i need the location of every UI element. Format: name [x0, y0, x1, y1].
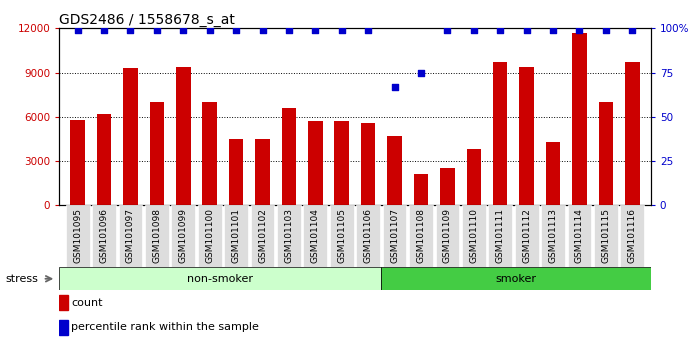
Bar [92, 205, 116, 267]
Bar [330, 205, 354, 267]
Text: GSM101104: GSM101104 [311, 209, 320, 263]
Bar [224, 205, 248, 267]
Bar [176, 67, 191, 205]
Bar [493, 62, 507, 205]
Bar [436, 205, 459, 267]
Point [336, 27, 347, 33]
Text: GSM101102: GSM101102 [258, 209, 267, 263]
Bar [620, 205, 644, 267]
Point [125, 27, 136, 33]
Bar [251, 205, 274, 267]
Bar [118, 205, 143, 267]
Text: GSM101107: GSM101107 [390, 209, 399, 263]
Bar [123, 68, 138, 205]
Bar [541, 205, 565, 267]
Bar [440, 169, 454, 205]
Bar [59, 295, 68, 310]
Point [72, 27, 84, 33]
Bar [413, 175, 428, 205]
Bar [466, 149, 481, 205]
Bar [59, 267, 381, 290]
Bar [229, 139, 244, 205]
Point [230, 27, 242, 33]
Bar [462, 205, 486, 267]
Bar [198, 205, 221, 267]
Bar [145, 205, 168, 267]
Text: GSM101113: GSM101113 [548, 209, 557, 263]
Text: GSM101098: GSM101098 [152, 209, 161, 263]
Bar [282, 108, 296, 205]
Text: GSM101095: GSM101095 [73, 209, 82, 263]
Text: non-smoker: non-smoker [187, 274, 253, 284]
Point [626, 27, 638, 33]
Text: GSM101115: GSM101115 [601, 209, 610, 263]
Bar [594, 205, 618, 267]
Bar [519, 67, 534, 205]
Text: GSM101105: GSM101105 [338, 209, 346, 263]
Bar [171, 205, 195, 267]
Bar [567, 205, 592, 267]
Bar [65, 205, 90, 267]
Point [389, 84, 400, 90]
Text: GSM101114: GSM101114 [575, 209, 584, 263]
Bar [546, 142, 560, 205]
Point [600, 27, 611, 33]
Text: smoker: smoker [496, 274, 537, 284]
Bar [489, 205, 512, 267]
Bar [59, 320, 68, 335]
Point [574, 27, 585, 33]
Bar [387, 136, 402, 205]
Bar [361, 123, 375, 205]
Text: GSM101101: GSM101101 [232, 209, 241, 263]
Text: GSM101110: GSM101110 [469, 209, 478, 263]
Text: percentile rank within the sample: percentile rank within the sample [72, 322, 259, 332]
Text: GSM101111: GSM101111 [496, 209, 505, 263]
Bar [277, 205, 301, 267]
Text: GSM101116: GSM101116 [628, 209, 637, 263]
Bar [409, 205, 433, 267]
Point [442, 27, 453, 33]
Bar [150, 102, 164, 205]
Bar [308, 121, 323, 205]
Point [495, 27, 506, 33]
Bar [356, 205, 380, 267]
Point [548, 27, 559, 33]
Point [177, 27, 189, 33]
Text: GSM101103: GSM101103 [285, 209, 294, 263]
Bar [383, 205, 406, 267]
Point [310, 27, 321, 33]
Point [257, 27, 268, 33]
Text: GSM101097: GSM101097 [126, 209, 135, 263]
Point [151, 27, 162, 33]
Text: GSM101108: GSM101108 [416, 209, 425, 263]
Bar [255, 139, 270, 205]
Point [283, 27, 294, 33]
Text: GSM101112: GSM101112 [522, 209, 531, 263]
Text: count: count [72, 298, 103, 308]
Point [99, 27, 110, 33]
Point [416, 70, 427, 75]
Bar [381, 267, 651, 290]
Bar [303, 205, 327, 267]
Bar [70, 120, 85, 205]
Bar [203, 102, 217, 205]
Point [363, 27, 374, 33]
Bar [335, 121, 349, 205]
Point [468, 27, 480, 33]
Bar [515, 205, 539, 267]
Bar [625, 62, 640, 205]
Text: stress: stress [6, 274, 38, 284]
Bar [599, 102, 613, 205]
Bar [572, 33, 587, 205]
Text: GSM101100: GSM101100 [205, 209, 214, 263]
Point [204, 27, 215, 33]
Text: GSM101099: GSM101099 [179, 209, 188, 263]
Text: GDS2486 / 1558678_s_at: GDS2486 / 1558678_s_at [59, 13, 235, 27]
Bar [97, 114, 111, 205]
Text: GSM101109: GSM101109 [443, 209, 452, 263]
Text: GSM101096: GSM101096 [100, 209, 109, 263]
Point [521, 27, 532, 33]
Text: GSM101106: GSM101106 [364, 209, 372, 263]
